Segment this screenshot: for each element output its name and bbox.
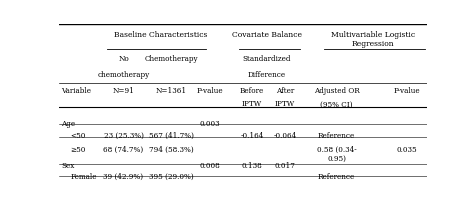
Text: 68 (74.7%): 68 (74.7%): [103, 146, 144, 154]
Text: (95% CI): (95% CI): [320, 100, 353, 108]
Text: 0.008: 0.008: [200, 162, 220, 170]
Text: IPTW: IPTW: [275, 100, 295, 108]
Text: 395 (29.0%): 395 (29.0%): [149, 173, 194, 181]
Text: 0.003: 0.003: [200, 120, 220, 128]
Text: After: After: [276, 88, 294, 96]
Text: <50: <50: [70, 132, 86, 140]
Text: Variable: Variable: [61, 88, 91, 96]
Text: No: No: [118, 55, 129, 62]
Text: -0.164: -0.164: [240, 132, 264, 140]
Text: ≥50: ≥50: [70, 146, 86, 154]
Text: 794 (58.3%): 794 (58.3%): [149, 146, 194, 154]
Text: Multivariable Logistic
Regression: Multivariable Logistic Regression: [331, 31, 415, 48]
Text: Difference: Difference: [248, 71, 286, 79]
Text: Before: Before: [240, 88, 264, 96]
Text: 0.035: 0.035: [396, 146, 417, 154]
Text: 23 (25.3%): 23 (25.3%): [103, 132, 144, 140]
Text: 0.95): 0.95): [327, 155, 346, 163]
Text: chemotherapy: chemotherapy: [98, 71, 150, 79]
Text: Covariate Balance: Covariate Balance: [232, 31, 302, 39]
Text: 0.017: 0.017: [275, 162, 296, 170]
Text: Chemotherapy: Chemotherapy: [145, 55, 198, 62]
Text: Female: Female: [70, 173, 97, 181]
Text: 0.138: 0.138: [242, 162, 263, 170]
Text: -0.064: -0.064: [273, 132, 297, 140]
Text: N=1361: N=1361: [156, 88, 187, 96]
Text: N=91: N=91: [113, 88, 135, 96]
Text: Adjusted OR: Adjusted OR: [314, 88, 359, 96]
Text: Reference: Reference: [318, 173, 355, 181]
Text: Baseline Characteristics: Baseline Characteristics: [114, 31, 207, 39]
Text: P-value: P-value: [197, 88, 223, 96]
Text: 0.58 (0.34-: 0.58 (0.34-: [317, 146, 356, 154]
Text: 567 (41.7%): 567 (41.7%): [149, 132, 194, 140]
Text: Reference: Reference: [318, 132, 355, 140]
Text: Standardized: Standardized: [243, 55, 291, 62]
Text: 39 (42.9%): 39 (42.9%): [103, 173, 144, 181]
Text: IPTW: IPTW: [242, 100, 262, 108]
Text: Sex: Sex: [61, 162, 74, 170]
Text: Age: Age: [61, 120, 75, 128]
Text: P-value: P-value: [393, 88, 419, 96]
